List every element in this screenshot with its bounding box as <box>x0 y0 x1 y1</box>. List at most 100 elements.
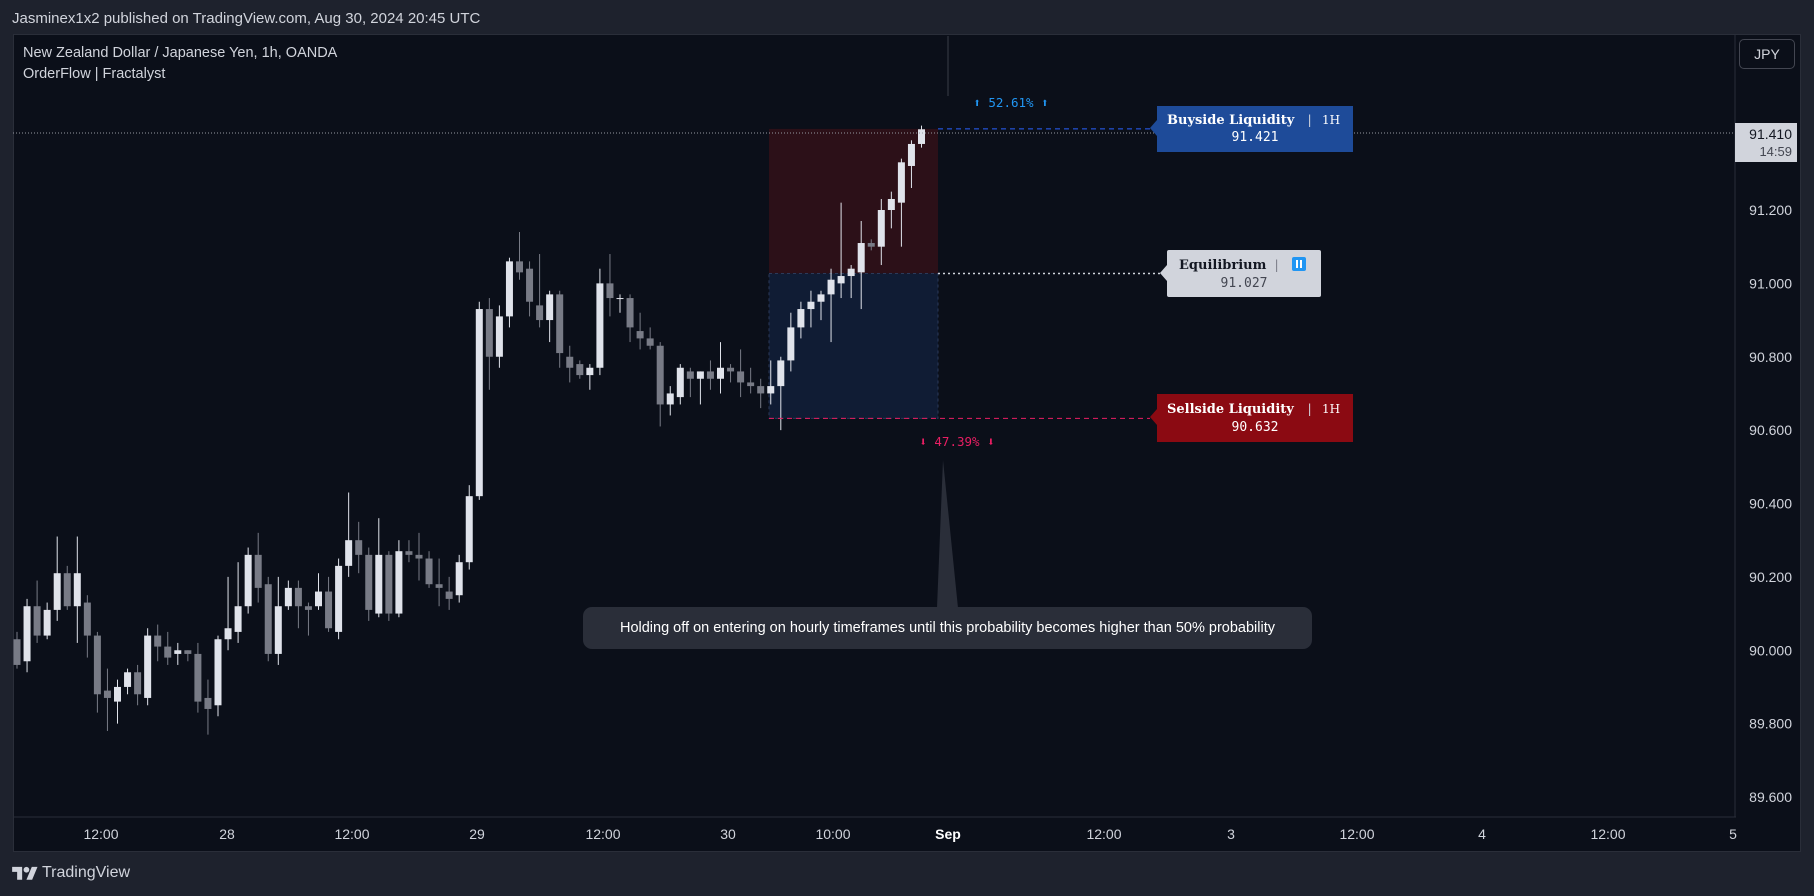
candle-body <box>244 554 252 607</box>
equilibrium-label-pointer <box>1160 265 1167 281</box>
price-axis-tick: 91.200 <box>1749 202 1792 218</box>
bar-countdown: 14:59 <box>1759 144 1792 159</box>
price-axis-tick: 89.600 <box>1749 789 1792 805</box>
price-axis-tick: 90.600 <box>1749 422 1792 438</box>
time-axis-tick: 28 <box>219 826 235 842</box>
candle-body <box>13 639 21 665</box>
tradingview-logo-icon[interactable] <box>12 864 38 884</box>
time-axis-tick: 3 <box>1227 826 1235 842</box>
pause-icon-bar <box>1296 260 1298 268</box>
candle-body <box>63 573 71 607</box>
candle-body <box>315 591 322 607</box>
candle-body <box>134 672 142 695</box>
buyside-label-sep: | <box>1306 113 1313 127</box>
candle-body <box>284 587 292 607</box>
candle-body <box>385 554 393 614</box>
candle-body <box>767 386 775 394</box>
time-axis-tick: 12:00 <box>1339 826 1374 842</box>
candle-body <box>586 367 594 376</box>
candle-body <box>93 635 101 695</box>
time-axis-tick: Sep <box>935 826 961 842</box>
candle-body <box>425 558 433 585</box>
candle-body <box>365 554 373 610</box>
note-pointer <box>937 460 958 608</box>
candle-body <box>184 650 192 654</box>
tradingview-brand[interactable]: TradingView <box>42 864 131 881</box>
price-axis-tick: 90.400 <box>1749 496 1792 512</box>
candle-body <box>646 338 654 346</box>
time-axis-tick: 4 <box>1478 826 1486 842</box>
candle-body <box>636 331 644 339</box>
buyside-label-title: Buyside Liquidity <box>1167 113 1295 128</box>
down-probability-label: ⬇ 47.39% ⬇ <box>919 434 994 449</box>
time-axis-tick: 12:00 <box>585 826 620 842</box>
equilibrium-label-sep: | <box>1273 258 1280 272</box>
candle-body <box>214 639 222 706</box>
up-probability-label: ⬆ 52.61% ⬆ <box>973 95 1048 110</box>
candle-body <box>294 587 302 607</box>
price-axis-tick: 90.000 <box>1749 642 1792 658</box>
candle-body <box>224 628 232 640</box>
candle-body <box>485 309 493 357</box>
pause-icon <box>1292 257 1306 271</box>
candle-body <box>505 261 513 317</box>
candle-body <box>124 672 132 687</box>
candle-body <box>395 551 403 614</box>
candle-body <box>435 584 443 588</box>
candle-body <box>656 345 664 405</box>
candle-body <box>887 198 895 210</box>
candle-body <box>626 298 634 328</box>
candle-body <box>33 606 41 636</box>
price-axis-tick: 90.800 <box>1749 349 1792 365</box>
time-axis-tick: 12:00 <box>83 826 118 842</box>
candle-body <box>43 609 51 636</box>
candle-body <box>375 554 383 614</box>
candle-body <box>73 573 81 607</box>
candle-body <box>576 364 584 376</box>
candle-body <box>204 697 212 709</box>
candle-body <box>264 584 272 654</box>
candle-body <box>546 294 554 321</box>
candle-body <box>415 554 423 559</box>
currency-button[interactable]: JPY <box>1739 39 1795 69</box>
buyside-label-tf: 1H <box>1322 113 1340 127</box>
time-axis-tick: 12:00 <box>1086 826 1121 842</box>
candle-body <box>606 283 614 299</box>
symbol-title: New Zealand Dollar / Japanese Yen, 1h, O… <box>23 45 338 61</box>
candle-body <box>737 371 745 383</box>
candle-body <box>53 573 61 610</box>
indicator-title[interactable]: OrderFlow | Fractalyst <box>23 66 166 82</box>
time-axis-tick: 12:00 <box>334 826 369 842</box>
candle-body <box>83 602 91 636</box>
price-axis-tick: 89.800 <box>1749 716 1792 732</box>
candle-body <box>234 606 242 632</box>
candle-body <box>254 554 262 588</box>
candle-body <box>536 305 544 321</box>
time-axis-tick: 5 <box>1729 826 1737 842</box>
candle-body <box>335 565 343 632</box>
candle-body <box>475 309 483 497</box>
candle-body <box>706 371 714 379</box>
equilibrium-label-value: 91.027 <box>1221 276 1268 291</box>
price-axis-tick: 91.000 <box>1749 275 1792 291</box>
equilibrium-label-box <box>1167 250 1321 297</box>
sellside-label-title: Sellside Liquidity <box>1167 402 1294 417</box>
candle-body <box>877 210 885 247</box>
candle-body <box>686 371 694 379</box>
note-callout: Holding off on entering on hourly timefr… <box>583 607 1312 649</box>
candle-body <box>174 650 182 654</box>
candle-body <box>445 591 453 599</box>
candle-body <box>867 243 875 247</box>
publish-line: Jasminex1x2 published on TradingView.com… <box>12 10 481 27</box>
candle-body <box>817 294 825 302</box>
candle-body <box>727 367 735 372</box>
time-axis-tick: 30 <box>720 826 736 842</box>
candle-body <box>777 360 785 387</box>
candle-body <box>345 540 353 566</box>
sellside-label-sep: | <box>1306 402 1313 416</box>
candle-body <box>23 606 31 662</box>
last-price-value: 91.410 <box>1749 126 1792 142</box>
candle-body <box>103 690 111 698</box>
candle-body <box>355 540 363 555</box>
